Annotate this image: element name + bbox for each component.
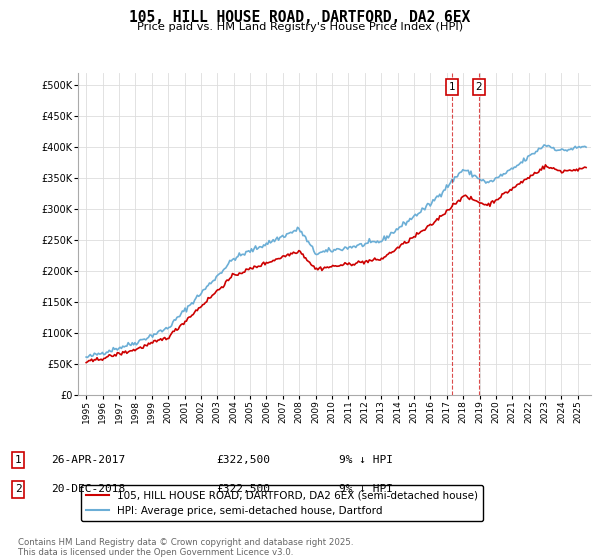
Text: Price paid vs. HM Land Registry's House Price Index (HPI): Price paid vs. HM Land Registry's House … [137, 22, 463, 32]
Text: 9% ↓ HPI: 9% ↓ HPI [339, 484, 393, 494]
Text: Contains HM Land Registry data © Crown copyright and database right 2025.
This d: Contains HM Land Registry data © Crown c… [18, 538, 353, 557]
Text: 2: 2 [14, 484, 22, 494]
Text: 105, HILL HOUSE ROAD, DARTFORD, DA2 6EX: 105, HILL HOUSE ROAD, DARTFORD, DA2 6EX [130, 10, 470, 25]
Text: 9% ↓ HPI: 9% ↓ HPI [339, 455, 393, 465]
Text: 26-APR-2017: 26-APR-2017 [51, 455, 125, 465]
Text: 1: 1 [449, 82, 455, 92]
Text: £322,500: £322,500 [216, 484, 270, 494]
Text: 1: 1 [14, 455, 22, 465]
Legend: 105, HILL HOUSE ROAD, DARTFORD, DA2 6EX (semi-detached house), HPI: Average pric: 105, HILL HOUSE ROAD, DARTFORD, DA2 6EX … [80, 486, 484, 521]
Text: 20-DEC-2018: 20-DEC-2018 [51, 484, 125, 494]
Text: 2: 2 [476, 82, 482, 92]
Text: £322,500: £322,500 [216, 455, 270, 465]
